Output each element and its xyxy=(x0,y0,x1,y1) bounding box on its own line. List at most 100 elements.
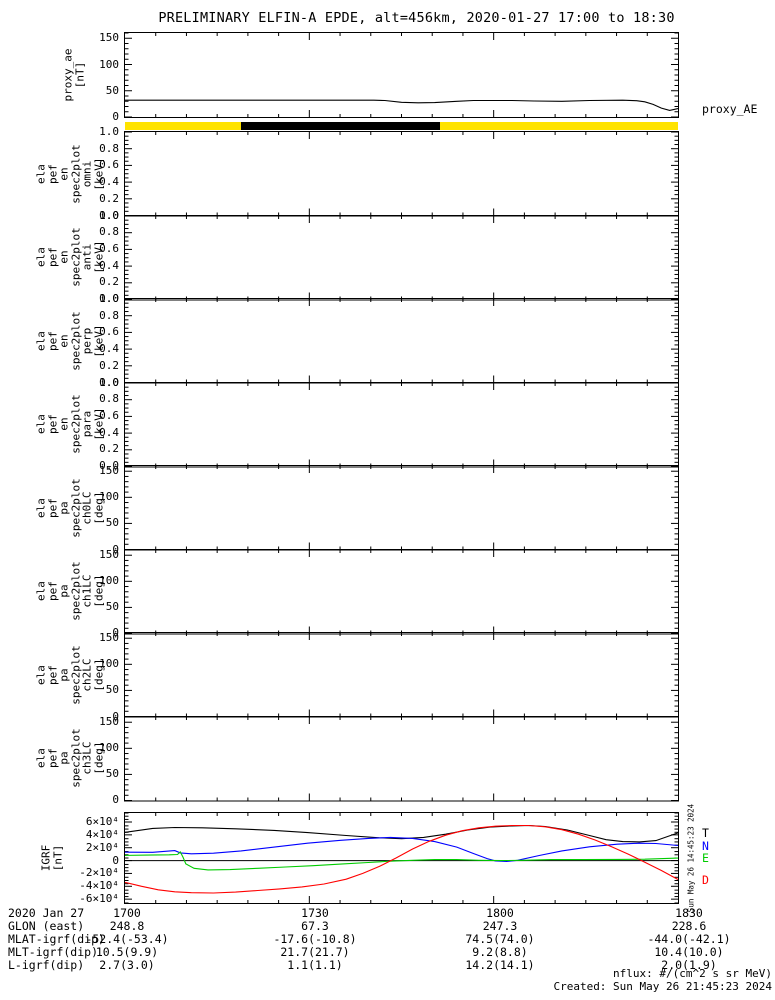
panel-proxy-ae-plot xyxy=(124,32,679,118)
y-tick-label: 100 xyxy=(99,490,119,504)
y-tick-label: 0.2 xyxy=(99,275,119,289)
y-tick-label: 100 xyxy=(99,740,119,754)
panel-en-anti-ylabel: ela pef en spec2plot anti [keV] xyxy=(34,227,106,288)
y-tick-label: -6×10⁴ xyxy=(79,892,119,906)
footer: nflux: #/(cm^2 s sr MeV) Created: Sun Ma… xyxy=(360,967,772,993)
y-tick-label: 0 xyxy=(112,542,119,556)
series-E-label: E xyxy=(702,851,709,866)
series-N-line xyxy=(124,836,679,863)
y-tick-label: 0.6 xyxy=(99,325,119,339)
panel-en-perp-plot xyxy=(124,298,679,384)
panel-igrf-plot xyxy=(124,812,679,904)
panel-en-anti-plot xyxy=(124,214,679,300)
ephemeris-value: 1.1(1.1) xyxy=(287,958,343,972)
ephemeris-row-label: GLON (east) xyxy=(8,919,85,933)
panel-en-para-ylabel: ela pef en spec2plot para [keV] xyxy=(34,394,106,455)
ephemeris-row-label: MLAT-igrf(dip) xyxy=(8,932,105,946)
ephemeris-value: 2.7(3.0) xyxy=(99,958,155,972)
ephemeris-value: 10.5(9.9) xyxy=(95,945,159,959)
ephemeris-value: 248.8 xyxy=(109,919,145,933)
y-tick-label: 1.0 xyxy=(99,208,119,222)
y-tick-label: 150 xyxy=(99,547,119,561)
y-tick-label: 100 xyxy=(99,573,119,587)
y-tick-label: 0.2 xyxy=(99,358,119,372)
epoch-bar-segment xyxy=(440,122,678,130)
y-tick-label: 150 xyxy=(99,464,119,478)
y-tick-label: 0 xyxy=(112,793,119,806)
panel-en-perp-ylabel: ela pef en spec2plot perp [keV] xyxy=(34,310,106,371)
y-tick-label: 0.2 xyxy=(99,442,119,456)
ephemeris-value: -52.4(-53.4) xyxy=(85,932,169,946)
panel-pa-ch1lc-ylabel: ela pef pa spec2plot ch1LC [deg] xyxy=(34,561,106,622)
ephemeris-value: 14.2(14.1) xyxy=(465,958,535,972)
y-tick-label: 100 xyxy=(99,57,119,71)
y-tick-label: 150 xyxy=(99,31,119,45)
y-tick-label: 0 xyxy=(112,110,119,123)
plot-title: PRELIMINARY ELFIN-A EPDE, alt=456km, 202… xyxy=(158,10,675,26)
epoch-bar xyxy=(125,122,678,130)
series-D-line xyxy=(124,824,679,894)
y-tick-label: 0 xyxy=(112,709,119,723)
y-tick-label: 0.8 xyxy=(99,141,119,155)
series-proxy_AE-line xyxy=(125,99,679,111)
panel-en-para-plot xyxy=(124,381,679,467)
y-tick-label: 2×10⁴ xyxy=(85,840,119,854)
y-tick-label: 0.8 xyxy=(99,225,119,239)
ephemeris-value: 10.4(10.0) xyxy=(654,945,724,959)
x-tick-label: 1800 xyxy=(486,906,514,920)
y-tick-label: 0.4 xyxy=(99,175,119,189)
ephemeris-value: -17.6(-10.8) xyxy=(273,932,357,946)
series-proxy_AE-label: proxy_AE xyxy=(702,101,758,116)
y-tick-label: 0.4 xyxy=(99,425,119,439)
y-tick-label: 1.0 xyxy=(99,292,119,305)
y-tick-label: 0.4 xyxy=(99,258,119,272)
y-tick-label: 0 xyxy=(112,853,119,867)
series-D-label: D xyxy=(702,872,709,887)
y-tick-label: 0 xyxy=(112,626,119,639)
date-label: 2020 Jan 27 xyxy=(8,906,85,920)
panel-pa-ch3lc-ylabel: ela pef pa spec2plot ch3LC [deg] xyxy=(34,728,106,789)
y-tick-label: 0.0 xyxy=(99,292,119,305)
y-tick-label: 50 xyxy=(105,516,119,530)
ephemeris-value: 228.6 xyxy=(671,919,707,933)
ephemeris-value: 2.0(1.9) xyxy=(661,958,717,972)
ephemeris-value: 247.3 xyxy=(482,919,518,933)
y-tick-label: 1.0 xyxy=(99,125,119,138)
y-tick-label: 0.0 xyxy=(99,375,119,389)
y-tick-label: 150 xyxy=(99,631,119,645)
y-tick-label: 0.4 xyxy=(99,342,119,356)
panel-en-omni-ylabel: ela pef en spec2plot omni [keV] xyxy=(34,143,106,204)
panel-pa-ch3lc-plot xyxy=(124,715,679,801)
y-tick-label: 50 xyxy=(105,766,119,780)
y-tick-label: 4×10⁴ xyxy=(85,827,119,841)
y-tick-label: 150 xyxy=(99,714,119,728)
epoch-bar-segment xyxy=(125,122,242,130)
panel-pa-ch0lc-ylabel: ela pef pa spec2plot ch0LC [deg] xyxy=(34,477,106,538)
ephemeris-value: 21.7(21.7) xyxy=(280,945,350,959)
y-tick-label: 0.6 xyxy=(99,408,119,422)
footer-units-note: nflux: #/(cm^2 s sr MeV) xyxy=(613,967,772,980)
panel-pa-ch2lc-ylabel: ela pef pa spec2plot ch2LC [deg] xyxy=(34,644,106,705)
y-tick-label: 100 xyxy=(99,657,119,671)
ephemeris-value: 74.5(74.0) xyxy=(465,932,535,946)
series-E-line xyxy=(124,851,679,871)
y-tick-label: -2×10⁴ xyxy=(79,866,119,880)
ephemeris-value: 67.3 xyxy=(301,919,329,933)
panel-igrf-ylabel: IGRF [nT] xyxy=(39,844,65,872)
panel-en-omni-plot xyxy=(124,131,679,217)
ephemeris-row-label: L-igrf(dip) xyxy=(8,958,85,972)
y-tick-label: -4×10⁴ xyxy=(79,879,119,893)
y-tick-label: 6×10⁴ xyxy=(85,815,119,828)
y-tick-label: 0.2 xyxy=(99,191,119,205)
y-tick-label: 50 xyxy=(105,599,119,613)
y-tick-label: 0.0 xyxy=(99,459,119,472)
y-tick-label: 0.8 xyxy=(99,392,119,406)
panel-pa-ch2lc-plot xyxy=(124,632,679,718)
x-tick-label: 1730 xyxy=(301,906,329,920)
ephemeris-value: -44.0(-42.1) xyxy=(647,932,731,946)
y-tick-label: 50 xyxy=(105,83,119,97)
y-tick-label: 50 xyxy=(105,683,119,697)
x-tick-label: 1830 xyxy=(675,906,703,920)
y-tick-label: 0.0 xyxy=(99,208,119,222)
